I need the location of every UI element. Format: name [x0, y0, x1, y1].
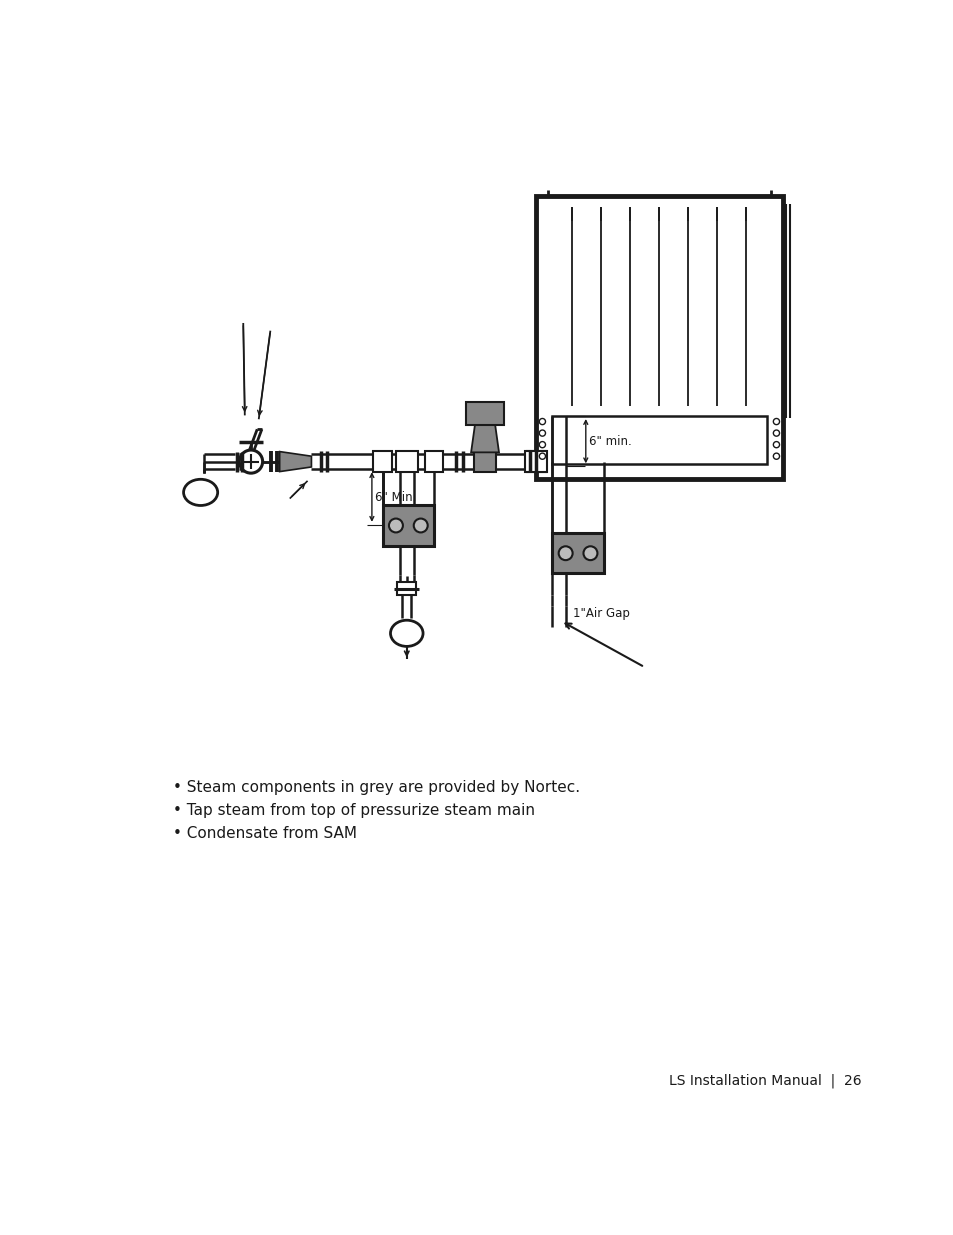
Bar — [424, 451, 443, 472]
Circle shape — [414, 519, 427, 532]
Text: 6" min.: 6" min. — [588, 435, 631, 447]
Circle shape — [773, 430, 779, 436]
Text: 6" Min.: 6" Min. — [375, 490, 416, 504]
Text: 1"Air Gap: 1"Air Gap — [573, 606, 630, 620]
Bar — [551, 416, 766, 464]
Circle shape — [538, 442, 545, 448]
Bar — [397, 454, 416, 469]
Bar — [525, 451, 546, 472]
Bar — [382, 505, 434, 546]
Bar — [552, 534, 603, 573]
Bar — [474, 451, 496, 472]
Circle shape — [773, 442, 779, 448]
Bar — [373, 451, 392, 472]
Circle shape — [538, 419, 545, 425]
Bar — [536, 196, 781, 479]
Circle shape — [538, 453, 545, 459]
Circle shape — [558, 546, 572, 561]
Circle shape — [538, 430, 545, 436]
Circle shape — [239, 450, 262, 473]
Circle shape — [583, 546, 597, 561]
Text: • Condensate from SAM: • Condensate from SAM — [173, 826, 357, 841]
Bar — [526, 451, 545, 472]
Circle shape — [773, 453, 779, 459]
Circle shape — [773, 419, 779, 425]
Bar — [397, 583, 416, 595]
Polygon shape — [279, 452, 311, 472]
Circle shape — [389, 519, 402, 532]
Bar — [395, 451, 417, 472]
Ellipse shape — [183, 479, 217, 505]
Text: • Tap steam from top of pressurize steam main: • Tap steam from top of pressurize steam… — [173, 803, 535, 818]
Ellipse shape — [390, 620, 422, 646]
Bar — [466, 401, 503, 425]
Text: LS Installation Manual  |  26: LS Installation Manual | 26 — [669, 1073, 862, 1088]
Text: • Steam components in grey are provided by Nortec.: • Steam components in grey are provided … — [173, 779, 580, 794]
Polygon shape — [471, 425, 498, 452]
